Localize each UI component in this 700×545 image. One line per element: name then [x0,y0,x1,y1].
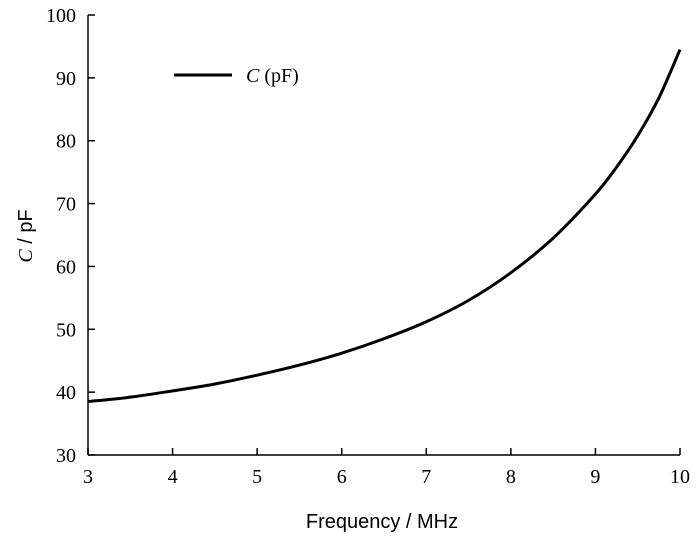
y-tick-label: 30 [56,445,76,467]
x-tick-label: 4 [168,466,178,488]
x-tick-label: 3 [83,466,93,488]
y-ticks: 30 40 50 60 70 80 90 100 [46,5,95,467]
y-axis-title: C / pF [15,209,37,262]
x-tick-label: 10 [670,466,690,488]
y-tick-label: 70 [56,194,76,216]
legend-label: C (pF) [246,65,299,87]
legend: C (pF) [174,65,299,87]
x-tick-label: 7 [421,466,431,488]
axes [87,15,680,456]
x-tick-label: 5 [252,466,262,488]
y-tick-label: 40 [56,382,76,404]
series-line-capacitance [87,48,682,404]
y-tick-label: 80 [56,131,76,153]
x-ticks: 3 4 5 6 7 8 9 10 [83,448,690,488]
y-tick-label: 100 [46,5,76,27]
x-tick-label: 9 [590,466,600,488]
x-axis-title: Frequency / MHz [306,511,458,533]
y-tick-label: 60 [56,256,76,278]
x-tick-label: 8 [506,466,516,488]
series-layer [87,48,682,404]
y-tick-label: 50 [56,319,76,341]
x-tick-label: 6 [337,466,347,488]
y-tick-label: 90 [56,68,76,90]
